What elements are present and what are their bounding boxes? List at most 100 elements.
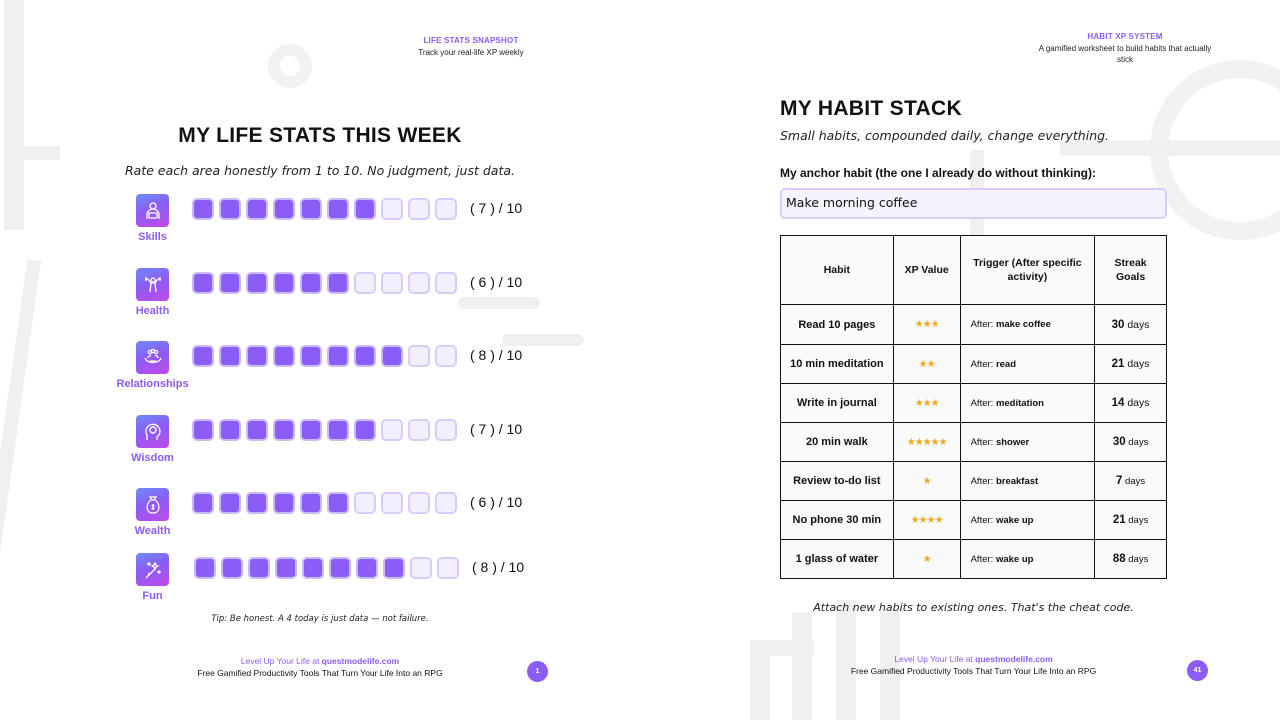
streak-cell: 88 days [1094, 539, 1167, 579]
stat-row: Relationships ( 8 ) / 10 [112, 341, 552, 401]
streak-cell: 21 days [1094, 344, 1167, 384]
rating-box[interactable] [219, 272, 241, 294]
rating-box[interactable] [300, 198, 322, 220]
stat-score: ( 6 ) / 10 [470, 274, 523, 290]
stat-row: Wealth ( 6 ) / 10 [112, 488, 552, 548]
rating-box[interactable] [408, 492, 430, 514]
rating-box[interactable] [354, 198, 376, 220]
anchor-habit-field[interactable]: Make morning coffee [780, 188, 1167, 219]
xp-stars: ★ [892, 461, 961, 501]
rating-box[interactable] [302, 557, 324, 579]
streak-cell: 21 days [1094, 500, 1167, 540]
table-note: Attach new habits to existing ones. That… [813, 601, 1134, 614]
rating-box[interactable] [273, 419, 295, 441]
rating-box[interactable] [408, 419, 430, 441]
background-decoration [4, 0, 24, 230]
rating-box[interactable] [221, 557, 243, 579]
rating-box[interactable] [327, 492, 349, 514]
rating-box[interactable] [246, 198, 268, 220]
streak-unit: days [1124, 397, 1150, 409]
rating-box[interactable] [408, 345, 430, 367]
rating-box[interactable] [410, 557, 432, 579]
rating-box[interactable] [327, 345, 349, 367]
rating-box[interactable] [246, 272, 268, 294]
rating-box[interactable] [435, 272, 457, 294]
footer-site-line: Level Up Your Life at questmodelife.com [120, 656, 520, 666]
rating-box[interactable] [354, 345, 376, 367]
trigger-activity: wake up [995, 553, 1034, 565]
rating-box[interactable] [381, 272, 403, 294]
table-row: 20 min walk ★★★★★ After: shower 30 days [780, 422, 1167, 462]
footer-tagline: Free Gamified Productivity Tools That Tu… [850, 666, 1097, 676]
rating-box[interactable] [327, 272, 349, 294]
xp-stars: ★★★ [892, 383, 961, 423]
rating-box[interactable] [192, 419, 214, 441]
rating-box[interactable] [435, 345, 457, 367]
trigger-prefix: After: [970, 436, 996, 448]
rating-box[interactable] [246, 419, 268, 441]
background-decoration [502, 334, 584, 346]
streak-count: 30 [1111, 318, 1125, 331]
rating-box[interactable] [219, 419, 241, 441]
rating-box[interactable] [435, 198, 457, 220]
rating-box[interactable] [329, 557, 351, 579]
rating-box[interactable] [381, 492, 403, 514]
rating-box[interactable] [248, 557, 270, 579]
rating-box[interactable] [354, 419, 376, 441]
rating-box[interactable] [273, 198, 295, 220]
rating-box[interactable] [327, 198, 349, 220]
rating-box[interactable] [192, 345, 214, 367]
rating-box[interactable] [383, 557, 405, 579]
stat-score: ( 8 ) / 10 [470, 347, 523, 363]
rating-box[interactable] [194, 557, 216, 579]
rating-box[interactable] [408, 272, 430, 294]
rating-box[interactable] [435, 492, 457, 514]
footer-site-link[interactable]: questmodelife.com [321, 656, 400, 666]
streak-count: 30 [1112, 436, 1126, 448]
stat-name: Health [135, 305, 170, 317]
column-header-habit: Habit [780, 235, 894, 305]
trigger-activity: shower [995, 436, 1030, 448]
habit-cell: 1 glass of water [780, 539, 894, 579]
rating-box[interactable] [327, 419, 349, 441]
rating-box[interactable] [408, 198, 430, 220]
rating-box[interactable] [381, 198, 403, 220]
trigger-cell: After: breakfast [959, 461, 1096, 501]
footer-site-link[interactable]: questmodelife.com [975, 654, 1053, 664]
rating-box[interactable] [381, 419, 403, 441]
rating-box[interactable] [192, 198, 214, 220]
rating-box[interactable] [219, 492, 241, 514]
header-kicker: LIFE STATS SNAPSHOT [423, 36, 519, 45]
rating-box[interactable] [300, 492, 322, 514]
trigger-activity: read [995, 358, 1017, 370]
rating-box[interactable] [354, 492, 376, 514]
rating-box[interactable] [273, 492, 295, 514]
health-icon [136, 268, 169, 301]
footer-tagline: Free Gamified Productivity Tools That Tu… [197, 668, 443, 678]
trigger-prefix: After: [970, 553, 996, 565]
rating-box[interactable] [219, 345, 241, 367]
rating-box[interactable] [356, 557, 378, 579]
xp-stars: ★★★ [892, 304, 961, 345]
relationships-icon [136, 341, 169, 374]
rating-box[interactable] [275, 557, 297, 579]
streak-cell: 30 days [1094, 422, 1167, 462]
habit-stack-table: Habit XP Value Trigger (After specific a… [780, 235, 1167, 579]
rating-box[interactable] [381, 345, 403, 367]
rating-box[interactable] [300, 272, 322, 294]
background-decoration [458, 297, 540, 309]
rating-box[interactable] [246, 345, 268, 367]
rating-box[interactable] [437, 557, 459, 579]
rating-box[interactable] [273, 345, 295, 367]
rating-box[interactable] [192, 492, 214, 514]
rating-box[interactable] [354, 272, 376, 294]
rating-box[interactable] [192, 272, 214, 294]
rating-box[interactable] [273, 272, 295, 294]
rating-box[interactable] [300, 419, 322, 441]
rating-box[interactable] [246, 492, 268, 514]
rating-box[interactable] [300, 345, 322, 367]
habit-cell: 10 min meditation [780, 344, 894, 384]
rating-box[interactable] [435, 419, 457, 441]
rating-box[interactable] [219, 198, 241, 220]
stat-name: Wealth [134, 525, 171, 537]
